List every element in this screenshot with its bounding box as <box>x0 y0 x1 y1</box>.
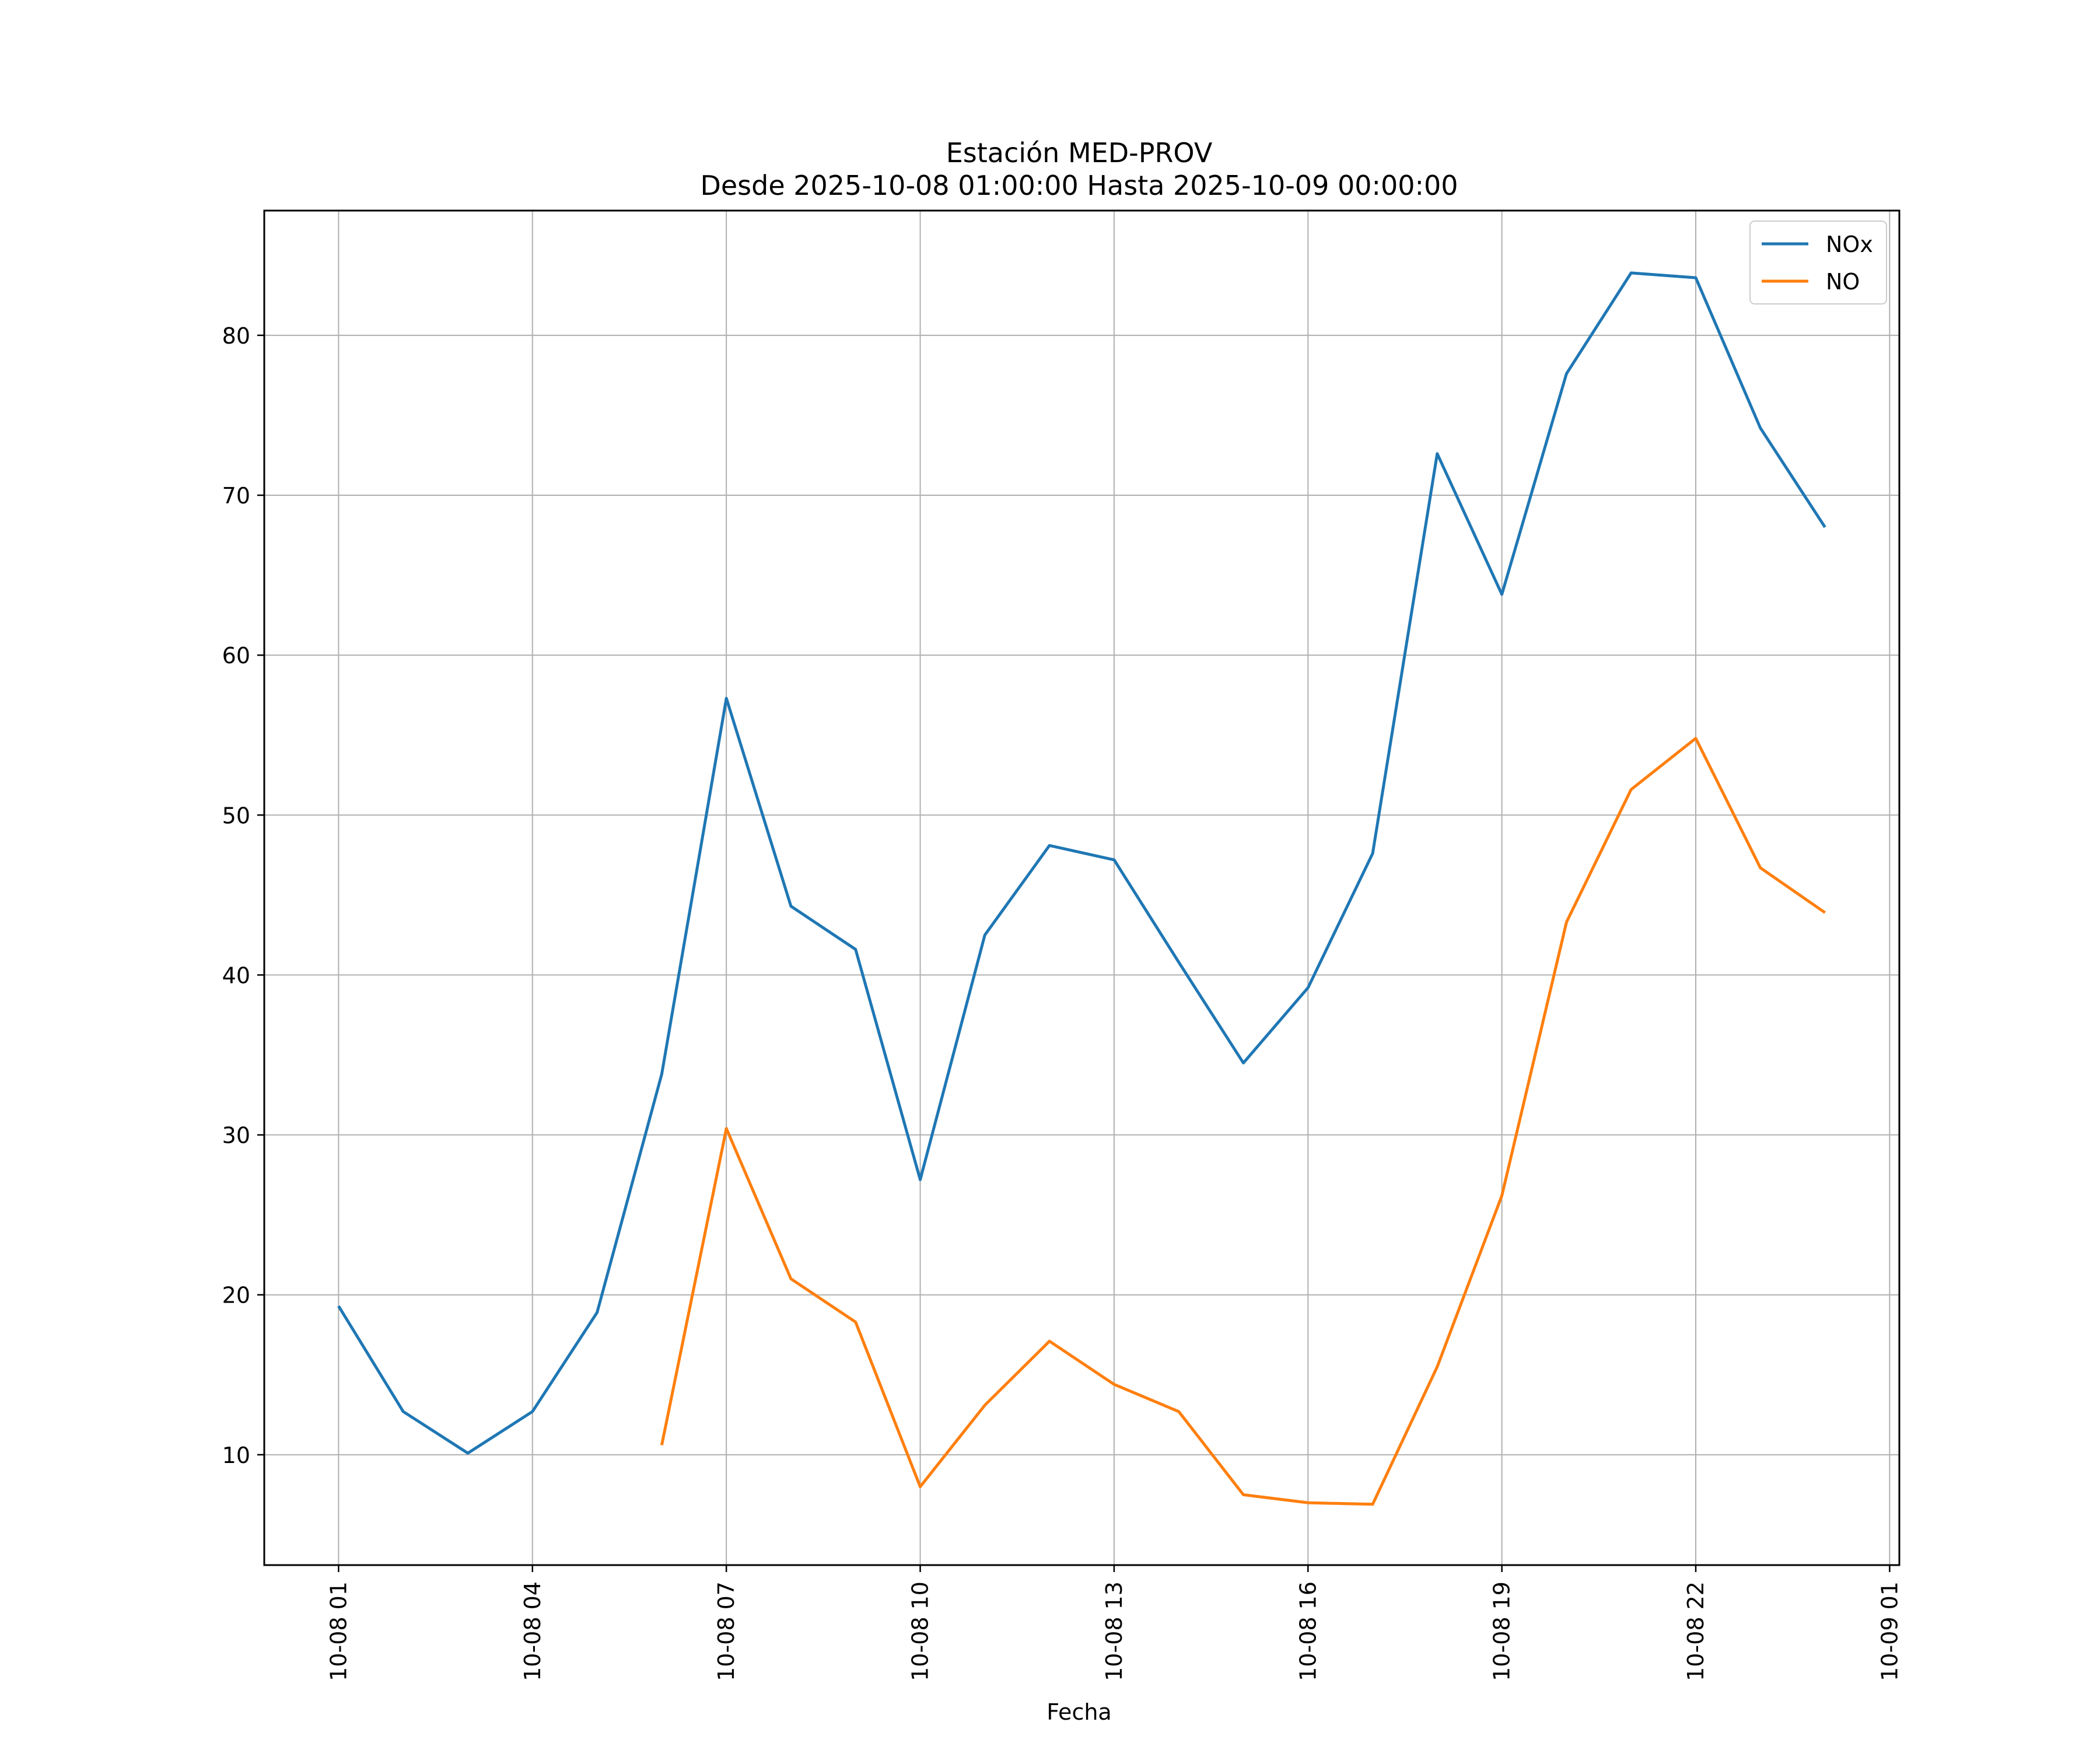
y-tick-label: 70 <box>222 483 250 509</box>
y-tick-label: 40 <box>222 963 250 988</box>
legend-label-nox: NOx <box>1826 232 1873 257</box>
series-line-nox <box>337 271 1826 1455</box>
x-axis-label: Fecha <box>1046 1699 1111 1725</box>
x-tick-label: 10-08 10 <box>908 1581 933 1681</box>
y-tick-label: 80 <box>222 323 250 349</box>
y-axis-ticks: 10 20 30 40 50 60 70 80 <box>222 323 264 1468</box>
x-tick-label: 10-08 01 <box>326 1581 351 1681</box>
chart-subtitle: Desde 2025-10-08 01:00:00 Hasta 2025-10-… <box>700 170 1458 201</box>
series-line-no <box>660 737 1826 1506</box>
x-tick-label: 10-08 13 <box>1101 1581 1127 1681</box>
legend-label-no: NO <box>1826 269 1860 295</box>
x-tick-label: 10-09 01 <box>1877 1581 1902 1681</box>
series-lines <box>337 271 1826 1506</box>
legend: NOx NO <box>1749 220 1887 304</box>
x-tick-label: 10-08 07 <box>713 1581 739 1681</box>
x-axis-ticks: 10-08 01 10-08 04 10-08 07 10-08 10 10-08 13… <box>326 1565 1902 1681</box>
grid-lines <box>264 211 1899 1565</box>
x-tick-label: 10-08 19 <box>1489 1581 1515 1681</box>
legend-box <box>1749 220 1887 304</box>
y-tick-label: 10 <box>222 1443 250 1468</box>
plot-area-frame <box>263 209 1901 1566</box>
y-tick-label: 50 <box>222 803 250 828</box>
y-tick-label: 20 <box>222 1283 250 1308</box>
y-tick-label: 60 <box>222 643 250 668</box>
chart-title: Estación MED-PROV <box>946 137 1213 169</box>
x-tick-label: 10-08 16 <box>1295 1581 1321 1681</box>
y-tick-label: 30 <box>222 1123 250 1149</box>
x-tick-label: 10-08 22 <box>1683 1581 1709 1681</box>
x-tick-label: 10-08 04 <box>520 1581 545 1681</box>
